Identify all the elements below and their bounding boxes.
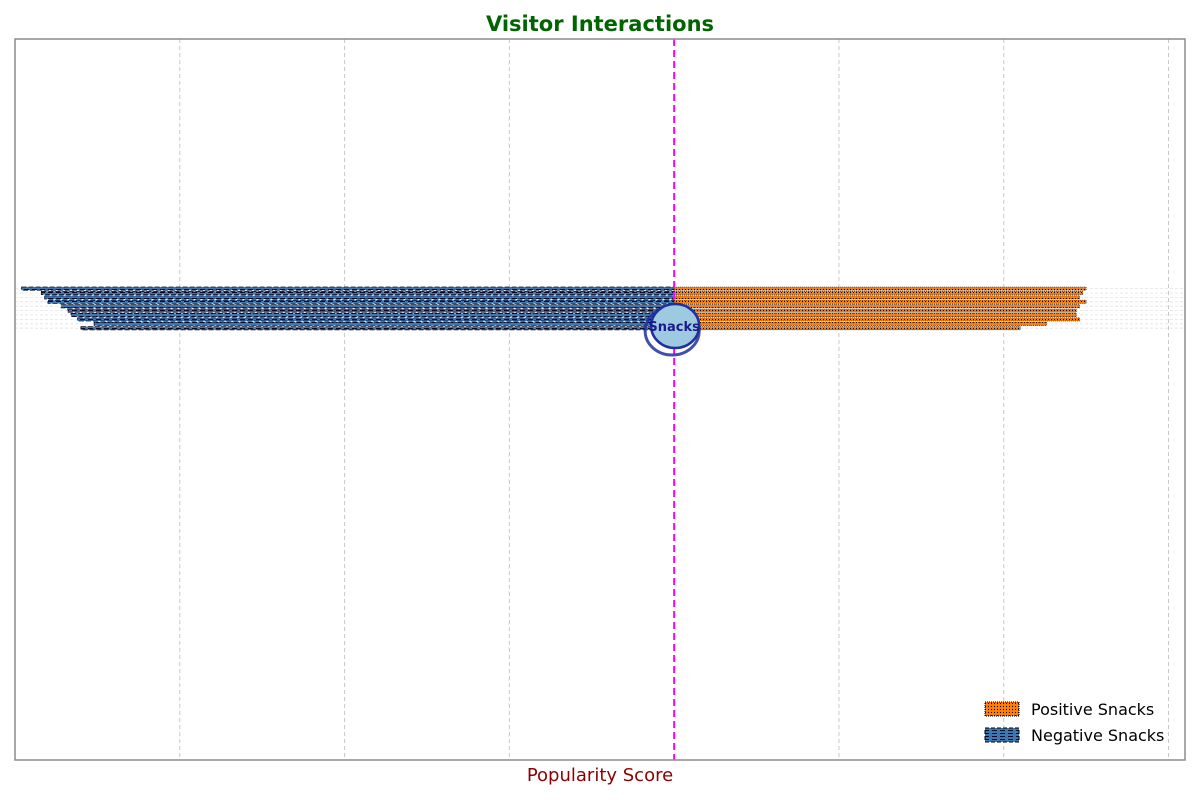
bar-positive (673, 291, 1084, 295)
bar-positive (673, 326, 1021, 331)
center-label: Snacks (648, 320, 700, 335)
bar-negative (47, 299, 675, 304)
bar-negative (93, 321, 675, 326)
legend-label-negative: Negative Snacks (1031, 726, 1164, 745)
bar-positive (673, 295, 1080, 300)
bars (21, 286, 1087, 331)
bar-negative (67, 308, 675, 313)
bar-negative (80, 326, 675, 331)
bar-positive (673, 299, 1087, 304)
legend: Positive Snacks Negative Snacks (984, 700, 1164, 745)
legend-swatch-positive (984, 701, 1020, 717)
bar-positive (673, 317, 1080, 322)
bar-positive (673, 313, 1077, 317)
bar-negative (40, 290, 675, 295)
bar-negative (60, 304, 675, 309)
bar-negative (77, 317, 675, 322)
bar-positive (673, 308, 1077, 313)
bar-positive (673, 286, 1087, 291)
bar-negative (44, 295, 675, 300)
center-badge: Snacks (643, 302, 701, 357)
bar-negative (21, 286, 675, 291)
plot-frame (14, 38, 1186, 761)
legend-label-positive: Positive Snacks (1031, 700, 1154, 719)
grid (14, 39, 1185, 760)
legend-swatch-negative (984, 727, 1020, 743)
bar-positive (673, 321, 1047, 326)
x-axis-label: Popularity Score (527, 765, 673, 786)
bar-positive (673, 304, 1080, 309)
chart-title: Visitor Interactions (486, 12, 714, 36)
center-badge-circle (649, 302, 701, 350)
bar-negative (70, 312, 675, 317)
